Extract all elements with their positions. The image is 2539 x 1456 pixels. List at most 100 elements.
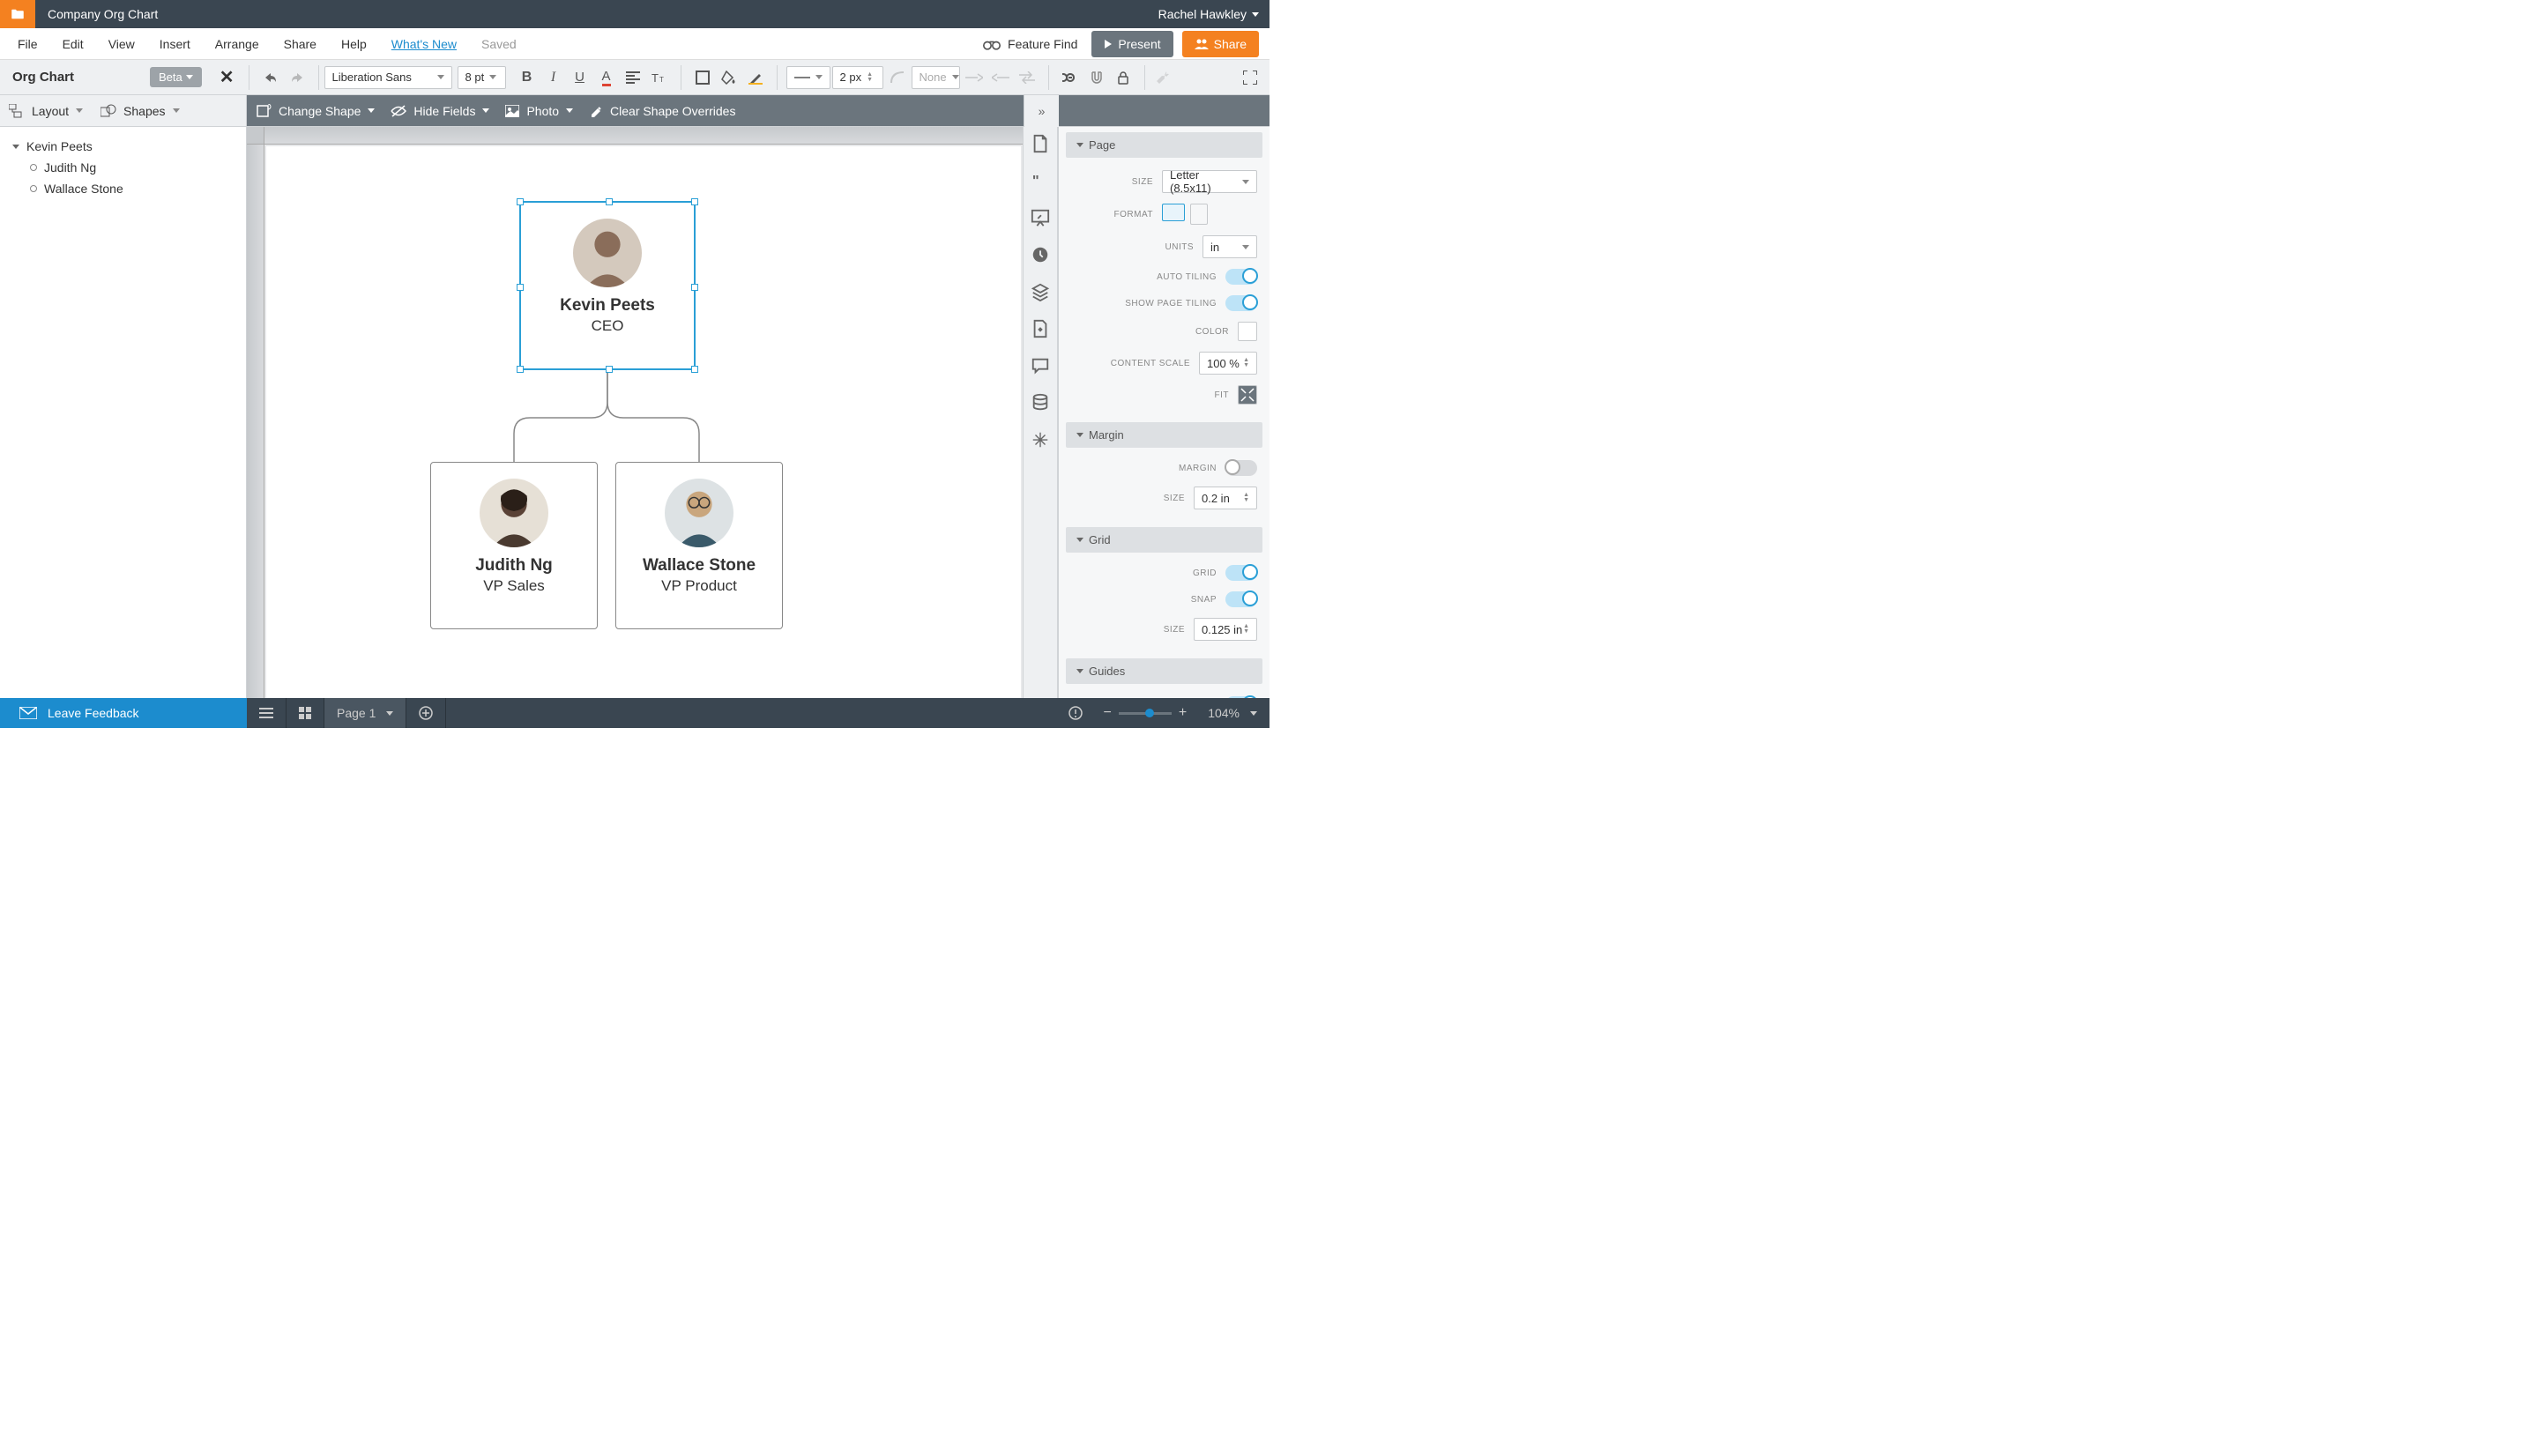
menu-edit[interactable]: Edit (52, 32, 94, 56)
view-grid-button[interactable] (287, 698, 324, 728)
org-node-ceo[interactable]: Kevin Peets CEO (519, 201, 696, 370)
org-node-vp-product[interactable]: Wallace Stone VP Product (615, 462, 783, 629)
app-logo[interactable] (0, 0, 35, 28)
shapes-dropdown[interactable]: Shapes (101, 104, 179, 118)
snap-toggle[interactable] (1225, 591, 1257, 607)
menu-share[interactable]: Share (273, 32, 327, 56)
resize-handle[interactable] (517, 284, 524, 291)
link-button[interactable] (1058, 65, 1083, 90)
whats-new-link[interactable]: What's New (381, 32, 467, 56)
grid-size-input[interactable]: 0.125 in▲▼ (1194, 618, 1257, 641)
page-tab[interactable]: Page 1 (324, 698, 406, 728)
resize-handle[interactable] (691, 284, 698, 291)
redo-button[interactable] (285, 65, 309, 90)
resize-handle[interactable] (517, 366, 524, 373)
fit-button[interactable] (1238, 385, 1257, 405)
line-end-select[interactable]: None (912, 66, 960, 89)
data-icon[interactable] (1031, 393, 1050, 412)
clock-icon[interactable] (1031, 245, 1050, 264)
orientation-landscape[interactable] (1162, 204, 1185, 221)
menu-help[interactable]: Help (331, 32, 377, 56)
user-menu[interactable]: Rachel Hawkley (1158, 7, 1259, 21)
resize-handle[interactable] (691, 198, 698, 205)
wrench-button[interactable] (1150, 65, 1175, 90)
resize-handle[interactable] (691, 366, 698, 373)
align-button[interactable] (621, 65, 645, 90)
content-scale-input[interactable]: 100 %▲▼ (1199, 352, 1257, 375)
view-list-button[interactable] (247, 698, 287, 728)
lock-button[interactable] (1111, 65, 1135, 90)
theme-icon[interactable] (1031, 319, 1050, 338)
hide-fields-button[interactable]: Hide Fields (391, 104, 489, 118)
magnet-button[interactable] (1084, 65, 1109, 90)
line-width-select[interactable]: 2 px▲▼ (832, 66, 883, 89)
line-style-select[interactable] (786, 66, 830, 89)
margin-size-input[interactable]: 0.2 in▲▼ (1194, 487, 1257, 509)
page-size-select[interactable]: Letter (8.5x11) (1162, 170, 1257, 193)
arrow-end-button[interactable] (988, 65, 1013, 90)
feedback-button[interactable]: Leave Feedback (0, 698, 247, 728)
font-family-select[interactable]: Liberation Sans (324, 66, 452, 89)
auto-tiling-toggle[interactable] (1225, 269, 1257, 285)
close-panel-button[interactable]: ✕ (211, 66, 243, 88)
fullscreen-button[interactable] (1238, 65, 1262, 90)
text-color-button[interactable]: A (594, 65, 619, 90)
underline-button[interactable]: U (568, 65, 592, 90)
text-size-button[interactable]: TT (647, 65, 672, 90)
swap-arrows-button[interactable] (1015, 65, 1039, 90)
section-margin[interactable]: Margin (1066, 422, 1262, 448)
notifications-button[interactable] (1056, 698, 1095, 728)
bold-button[interactable]: B (515, 65, 540, 90)
menu-insert[interactable]: Insert (149, 32, 201, 56)
document-title[interactable]: Company Org Chart (48, 7, 1158, 21)
show-tiling-toggle[interactable] (1225, 295, 1257, 311)
menu-file[interactable]: File (7, 32, 48, 56)
resize-handle[interactable] (606, 366, 613, 373)
photo-button[interactable]: Photo (505, 104, 573, 118)
quote-icon[interactable]: " (1031, 171, 1050, 190)
tree-child[interactable]: Wallace Stone (12, 178, 234, 199)
menu-arrange[interactable]: Arrange (205, 32, 270, 56)
resize-handle[interactable] (517, 198, 524, 205)
resize-handle[interactable] (606, 198, 613, 205)
menu-view[interactable]: View (98, 32, 145, 56)
zoom-slider[interactable] (1119, 712, 1172, 715)
layout-dropdown[interactable]: Layout (9, 104, 83, 118)
line-shape-button[interactable] (885, 65, 910, 90)
add-page-button[interactable] (406, 698, 446, 728)
tree-child[interactable]: Judith Ng (12, 157, 234, 178)
collapse-panel-button[interactable]: » (1024, 95, 1059, 127)
font-size-select[interactable]: 8 pt (458, 66, 506, 89)
italic-button[interactable]: I (541, 65, 566, 90)
change-shape-button[interactable]: Change Shape (256, 104, 375, 118)
fill-button[interactable] (717, 65, 741, 90)
zoom-level[interactable]: 104% (1195, 698, 1270, 728)
present-button[interactable]: Present (1091, 31, 1173, 57)
guides-toggle[interactable] (1225, 696, 1257, 698)
section-guides[interactable]: Guides (1066, 658, 1262, 684)
section-grid[interactable]: Grid (1066, 527, 1262, 553)
comment-icon[interactable] (1031, 356, 1050, 375)
units-select[interactable]: in (1202, 235, 1257, 258)
section-page[interactable]: Page (1066, 132, 1262, 158)
feature-find[interactable]: Feature Find (972, 37, 1088, 51)
share-button[interactable]: Share (1182, 31, 1259, 57)
tree-root[interactable]: Kevin Peets (12, 136, 234, 157)
line-color-button[interactable] (743, 65, 768, 90)
clear-overrides-button[interactable]: Clear Shape Overrides (589, 104, 735, 118)
grid-toggle[interactable] (1225, 565, 1257, 581)
page-icon[interactable] (1031, 134, 1050, 153)
org-node-vp-sales[interactable]: Judith Ng VP Sales (430, 462, 598, 629)
canvas[interactable]: Kevin Peets CEO Judith Ng VP Sales Walla… (247, 127, 1023, 698)
page-surface[interactable]: Kevin Peets CEO Judith Ng VP Sales Walla… (266, 146, 1021, 698)
orientation-portrait[interactable] (1190, 204, 1208, 225)
border-button[interactable] (690, 65, 715, 90)
page-color-swatch[interactable] (1238, 322, 1257, 341)
layers-icon[interactable] (1031, 282, 1050, 301)
undo-button[interactable] (258, 65, 283, 90)
presentation-icon[interactable] (1031, 208, 1050, 227)
sparkle-icon[interactable] (1031, 430, 1050, 449)
beta-badge[interactable]: Beta (150, 67, 202, 87)
arrow-start-button[interactable] (962, 65, 987, 90)
margin-toggle[interactable] (1225, 460, 1257, 476)
